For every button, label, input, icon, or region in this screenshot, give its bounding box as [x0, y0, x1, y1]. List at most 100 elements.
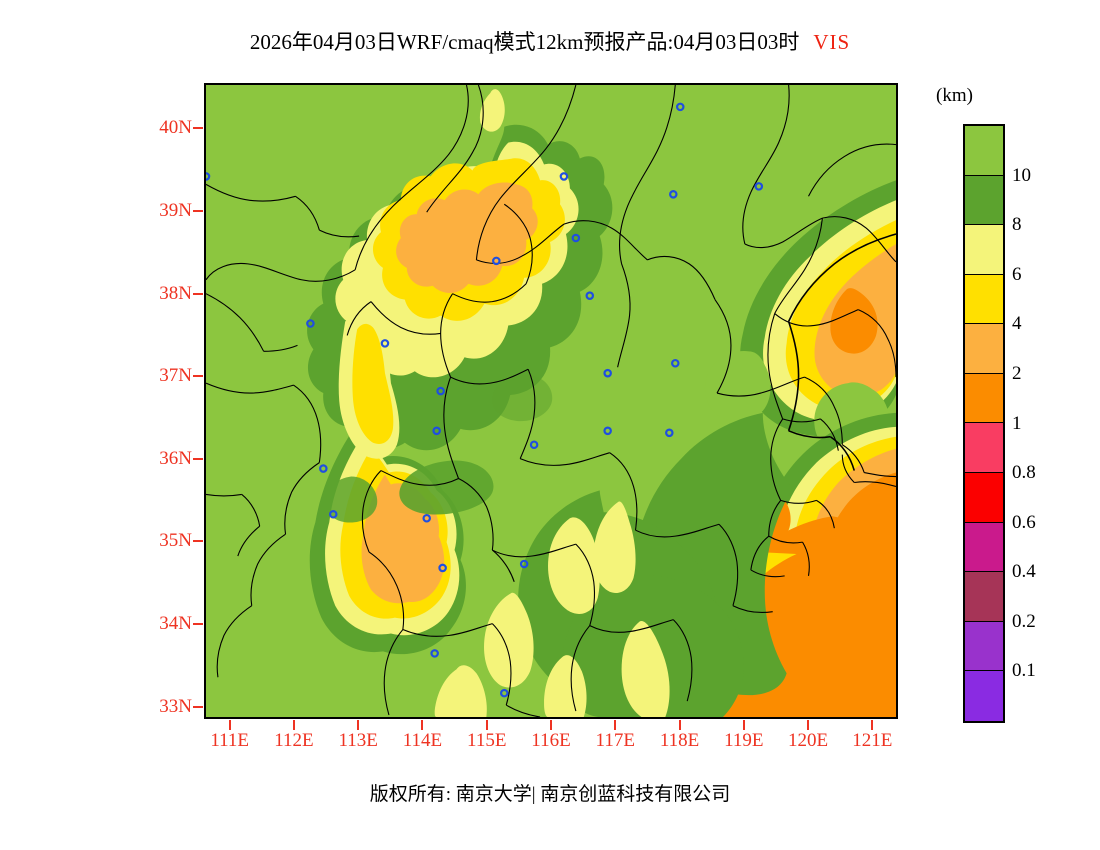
- x-tick-label-119e: 119E: [724, 730, 764, 751]
- vis-band-6-8-central-patch6: [434, 665, 487, 717]
- station-marker: [430, 649, 439, 658]
- station-marker: [436, 386, 445, 396]
- x-tick-label-117e: 117E: [595, 730, 635, 751]
- station-marker: [380, 339, 390, 348]
- coastline: [787, 233, 896, 471]
- vis-band-6-8-central-patch2: [593, 501, 636, 594]
- y-tick-mark: [193, 705, 203, 708]
- x-tick-mark: [742, 720, 745, 730]
- x-tick-label-111e: 111E: [210, 730, 250, 751]
- colorbar-label-10: 10: [1012, 164, 1031, 186]
- station-marker: [754, 182, 764, 191]
- y-tick-mark: [193, 457, 203, 460]
- vis-band-6-8-central-patch3: [484, 592, 534, 688]
- x-tick-label-121e: 121E: [852, 730, 893, 751]
- station-marker: [675, 102, 685, 112]
- colorbar-band-1[interactable]: [965, 175, 1003, 226]
- station-markers: [206, 102, 764, 698]
- colorbar[interactable]: [963, 124, 1005, 723]
- forecast-map-plot[interactable]: [204, 83, 898, 719]
- station-marker: [328, 510, 338, 519]
- y-tick-label-38n: 38N: [159, 282, 192, 304]
- x-tick-mark: [485, 720, 488, 730]
- colorbar-label-8: 8: [1012, 214, 1022, 236]
- vis-band-gt10-island-w: [704, 351, 771, 422]
- colorbar-band-0[interactable]: [965, 126, 1003, 176]
- y-tick-mark: [193, 540, 203, 543]
- colorbar-band-3[interactable]: [965, 274, 1003, 325]
- x-tick-mark: [807, 720, 810, 730]
- page-title-main: 2026年04月03日WRF/cmaq模式12km预报产品:04月03日03时: [249, 30, 800, 54]
- y-tick-label-39n: 39N: [159, 200, 192, 222]
- vis-band-6-8-central-patch1: [548, 517, 600, 614]
- vis-band-2-4-shanxi: [396, 182, 538, 293]
- station-marker: [438, 563, 447, 573]
- station-marker: [319, 464, 328, 473]
- colorbar-label-6: 6: [1012, 263, 1022, 285]
- vis-band-6-8-central-patch4: [544, 655, 587, 717]
- y-tick-mark: [193, 623, 203, 625]
- colorbar-band-5[interactable]: [965, 373, 1003, 424]
- y-tick-label-40n: 40N: [159, 117, 192, 139]
- x-tick-mark: [550, 720, 552, 730]
- x-tick-label-116e: 116E: [531, 730, 571, 751]
- colorbar-band-10[interactable]: [965, 621, 1003, 672]
- colorbar-band-6[interactable]: [965, 423, 1003, 474]
- administrative-borders: [206, 85, 896, 717]
- x-tick-mark: [292, 720, 295, 730]
- station-marker: [492, 256, 501, 266]
- x-tick-label-115e: 115E: [467, 730, 507, 751]
- colorbar-band-8[interactable]: [965, 522, 1003, 573]
- x-tick-mark: [421, 720, 424, 730]
- station-marker: [529, 440, 539, 449]
- station-marker: [206, 172, 211, 181]
- colorbar-label-0-4: 0.4: [1012, 561, 1036, 583]
- station-marker: [422, 513, 431, 523]
- y-tick-label-33n: 33N: [159, 695, 192, 717]
- page-title: 2026年04月03日WRF/cmaq模式12km预报产品:04月03日03时 V…: [0, 26, 1100, 56]
- map-canvas: [206, 85, 896, 717]
- x-tick-mark: [614, 720, 617, 730]
- x-tick-mark: [678, 720, 681, 730]
- station-marker: [559, 172, 569, 181]
- colorbar-band-7[interactable]: [965, 473, 1003, 523]
- colorbar-label-0-2: 0.2: [1012, 610, 1036, 632]
- colorbar-label-2: 2: [1012, 362, 1022, 384]
- y-tick-mark: [193, 210, 203, 213]
- y-tick-mark: [193, 375, 203, 378]
- station-marker: [499, 688, 509, 698]
- colorbar-label-0-6: 0.6: [1012, 511, 1036, 533]
- y-tick-mark: [193, 292, 203, 295]
- y-tick-label-35n: 35N: [159, 530, 192, 552]
- colorbar-band-2[interactable]: [965, 225, 1003, 275]
- vis-band-6-8-north-sliver: [479, 89, 505, 132]
- station-marker: [671, 358, 680, 368]
- station-marker: [603, 368, 612, 378]
- x-tick-label-118e: 118E: [659, 730, 700, 751]
- x-tick-mark: [228, 720, 231, 730]
- vis-band-2-4-bohai-core: [830, 288, 878, 354]
- vis-band-8-10-west-smudge2: [399, 460, 494, 515]
- station-marker: [585, 291, 595, 300]
- colorbar-label-0-1: 0.1: [1012, 660, 1036, 682]
- colorbar-band-11[interactable]: [965, 671, 1003, 721]
- colorbar-band-4[interactable]: [965, 324, 1003, 374]
- x-tick-label-120e: 120E: [787, 730, 829, 751]
- colorbar-label-1: 1: [1012, 412, 1022, 434]
- colorbar-label-0-8: 0.8: [1012, 462, 1036, 484]
- x-tick-label-114e: 114E: [402, 730, 443, 751]
- colorbar-unit-label: (km): [936, 85, 973, 106]
- vis-band-4-6-bridge: [352, 323, 394, 444]
- page-title-variable: VIS: [813, 30, 851, 54]
- copyright-footer: 版权所有: 南京大学| 南京创蓝科技有限公司: [369, 784, 731, 805]
- vis-band-6-8-central-patch5: [621, 620, 670, 717]
- station-marker: [571, 233, 581, 243]
- vis-band-8-10-west-smudge1: [325, 476, 378, 523]
- station-marker: [306, 319, 315, 328]
- y-tick-mark: [193, 127, 203, 130]
- y-tick-label-34n: 34N: [159, 613, 192, 634]
- x-tick-label-112e: 112E: [274, 730, 314, 751]
- colorbar-band-9[interactable]: [965, 572, 1003, 622]
- x-tick-label-113e: 113E: [338, 730, 378, 751]
